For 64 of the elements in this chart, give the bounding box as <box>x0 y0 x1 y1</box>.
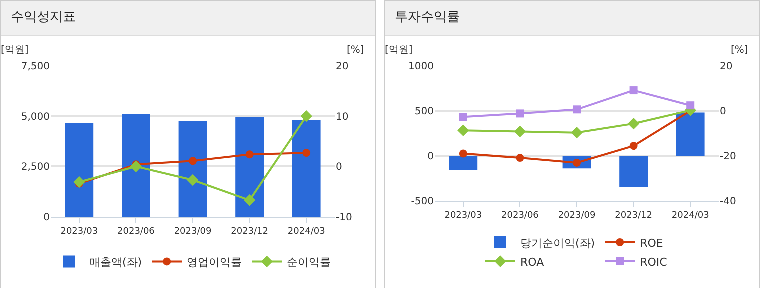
y2-tick-label: -20 <box>720 152 736 162</box>
chart-title: 수익성지표 <box>1 1 375 36</box>
x-tick-label: 2023/06 <box>502 210 540 221</box>
point <box>74 176 86 188</box>
point <box>516 110 524 118</box>
bar <box>178 121 208 217</box>
y2-tick-label: 0 <box>720 106 726 118</box>
bar <box>236 117 264 217</box>
y2-tick-label: 20 <box>336 62 349 72</box>
y2-axis-title: [%] <box>731 45 748 56</box>
point <box>246 150 254 159</box>
point <box>300 110 312 122</box>
y-tick-label: 500 <box>414 106 434 118</box>
legend-label: ROE <box>640 236 664 250</box>
x-tick-label: 2023/12 <box>231 226 268 237</box>
y-tick-label: 7,500 <box>21 62 50 72</box>
legend-label: ROIC <box>640 256 668 269</box>
point <box>571 126 583 139</box>
y2-tick-label: -10 <box>336 212 352 224</box>
point <box>630 142 638 150</box>
point <box>189 157 197 166</box>
y2-tick-label: 20 <box>720 62 733 72</box>
chart-title: 투자수익률 <box>385 1 759 36</box>
bar <box>65 123 94 217</box>
y-tick-label: 0 <box>428 152 434 162</box>
point <box>686 102 695 110</box>
point <box>302 149 311 158</box>
point <box>630 86 638 95</box>
point <box>459 113 468 122</box>
point <box>514 126 526 138</box>
y-axis-title: [억원] <box>385 45 413 56</box>
point <box>458 124 470 136</box>
point <box>459 150 468 158</box>
legend-label: ROA <box>520 256 545 269</box>
x-tick-label: 2023/03 <box>60 226 98 237</box>
legend-label: 영업이익률 <box>187 256 242 269</box>
point <box>573 106 581 114</box>
y2-tick-label: 10 <box>336 112 349 123</box>
y-tick-label: 2,500 <box>21 162 50 174</box>
legend-label: 당기순이익(좌) <box>520 236 596 250</box>
point <box>187 174 199 186</box>
y-tick-label: 1000 <box>408 62 434 72</box>
y-tick-label: 0 <box>44 212 50 224</box>
y2-axis-title: [%] <box>347 45 364 56</box>
x-tick-label: 2023/09 <box>174 226 212 237</box>
legend-label: 순이익률 <box>287 256 332 269</box>
y2-tick-label: 0 <box>336 162 342 174</box>
y2-tick-label: -40 <box>720 196 736 208</box>
point <box>244 194 256 206</box>
y-tick-label: -500 <box>411 196 434 208</box>
legend-label: 매출액(좌) <box>90 256 142 269</box>
y-axis-title: [억원] <box>1 45 29 56</box>
x-tick-label: 2023/06 <box>118 226 156 237</box>
x-tick-label: 2023/12 <box>615 210 652 221</box>
x-tick-label: 2024/03 <box>288 226 326 237</box>
point <box>516 154 524 162</box>
x-tick-label: 2024/03 <box>672 210 710 221</box>
x-tick-label: 2023/09 <box>558 210 596 221</box>
bar <box>122 114 150 217</box>
y-tick-label: 5,000 <box>21 112 50 123</box>
point <box>130 160 142 173</box>
point <box>628 118 640 130</box>
x-tick-label: 2023/03 <box>444 210 482 221</box>
bar <box>292 120 321 217</box>
